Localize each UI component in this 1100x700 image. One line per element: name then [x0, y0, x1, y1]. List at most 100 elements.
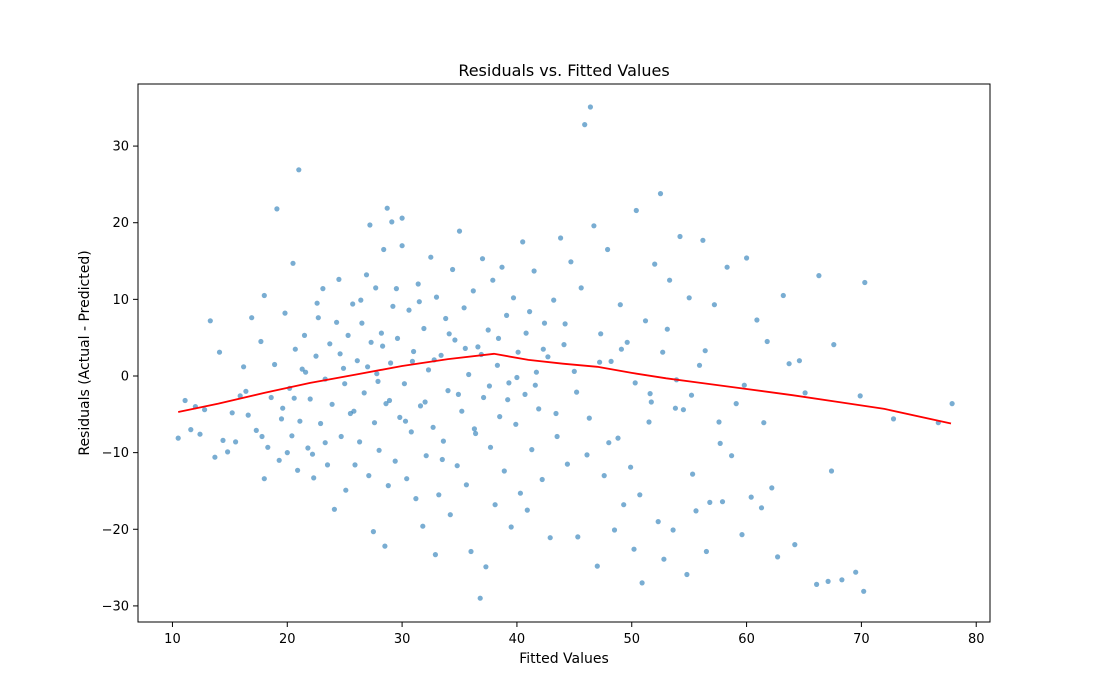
scatter-point: [532, 382, 538, 388]
scatter-point: [327, 341, 333, 347]
scatter-point: [450, 266, 456, 273]
y-tick-label: 0: [121, 369, 129, 384]
scatter-point: [383, 401, 389, 407]
scatter-point: [494, 362, 500, 368]
scatter-point: [320, 286, 326, 292]
scatter-point: [470, 288, 476, 294]
scatter-point: [404, 476, 410, 482]
scatter-point: [702, 348, 708, 354]
scatter-point: [857, 393, 863, 399]
scatter-point: [553, 410, 559, 417]
scatter-point: [438, 352, 444, 358]
scatter-point: [505, 397, 511, 403]
scatter-point: [463, 482, 469, 488]
scatter-point: [197, 431, 203, 437]
scatter-point: [445, 388, 451, 394]
scatter-point: [416, 299, 422, 305]
scatter-point: [501, 468, 507, 474]
scatter-point: [598, 331, 604, 337]
scatter-point: [949, 401, 955, 407]
scatter-point: [637, 492, 643, 498]
scatter-point: [672, 405, 679, 411]
x-tick-label: 30: [394, 632, 411, 647]
scatter-point: [291, 395, 297, 401]
scatter-point: [425, 367, 432, 373]
scatter-point: [796, 358, 803, 364]
scatter-point: [220, 437, 226, 443]
scatter-point: [517, 490, 524, 496]
scatter-point: [411, 348, 417, 355]
scatter-point: [729, 453, 735, 459]
scatter-point: [175, 435, 181, 441]
scatter-point: [202, 407, 208, 413]
scatter-point: [696, 362, 703, 368]
scatter-point: [390, 303, 396, 309]
scatter-point: [421, 325, 427, 332]
x-tick-label: 40: [509, 632, 526, 647]
trend-line: [178, 352, 952, 425]
scatter-point: [513, 421, 519, 427]
scatter-point: [439, 456, 445, 463]
scatter-point: [481, 394, 487, 401]
scatter-point: [571, 368, 577, 374]
scatter-point: [342, 381, 348, 387]
scatter-point: [739, 532, 745, 538]
x-axis-title: Fitted Values: [519, 651, 609, 667]
scatter-point: [245, 412, 251, 418]
y-tick-label: −10: [102, 446, 129, 461]
scatter-point: [272, 361, 278, 368]
scatter-point: [365, 364, 371, 370]
scatter-point: [296, 167, 302, 173]
scatter-point: [399, 243, 405, 249]
scatter-point: [664, 326, 670, 332]
scatter-point: [408, 429, 414, 435]
scatter-point: [402, 418, 409, 424]
x-tick-label: 80: [968, 632, 985, 647]
scatter-point: [606, 440, 612, 446]
scatter-point: [707, 499, 713, 505]
scatter-point: [440, 438, 446, 444]
scatter-point: [533, 369, 540, 375]
scatter-point: [508, 524, 514, 530]
scatter-point: [547, 535, 553, 541]
scatter-point: [621, 502, 627, 508]
scatter-point: [374, 371, 380, 377]
scatter-point: [397, 414, 403, 420]
y-tick-label: 20: [112, 216, 129, 231]
scatter-point: [733, 401, 739, 407]
scatter-point: [345, 332, 351, 338]
trend-line-group: [178, 352, 952, 425]
scatter-point: [436, 492, 442, 498]
scatter-point: [307, 396, 313, 402]
scatter-point: [361, 390, 367, 396]
scatter-point: [780, 292, 786, 299]
scatter-point: [816, 273, 822, 279]
scatter-point: [447, 512, 453, 518]
scatter-point: [825, 578, 831, 585]
scatter-point: [862, 279, 868, 286]
scatter-point: [309, 451, 316, 457]
scatter-point: [378, 330, 384, 336]
scatter-point: [717, 440, 723, 446]
scatter-point: [632, 380, 638, 386]
scatter-point: [399, 215, 405, 221]
scatter-point: [504, 312, 510, 318]
scatter-point: [315, 315, 321, 321]
y-tick-label: 10: [112, 293, 129, 308]
x-tick-label: 50: [623, 632, 640, 647]
scatter-point: [487, 444, 494, 450]
scatter-point: [680, 407, 687, 413]
scatter-point: [661, 556, 667, 562]
scatter-point: [367, 222, 373, 228]
scatter-point: [744, 255, 750, 261]
y-axis-title: Residuals (Actual - Predicted): [77, 250, 93, 455]
scatter-point: [618, 346, 625, 352]
scatter-point: [225, 449, 231, 455]
scatter-point: [562, 321, 568, 327]
scatter-point: [413, 496, 419, 502]
scatter-point: [409, 358, 415, 364]
scatter-point: [261, 476, 267, 482]
scatter-point: [188, 427, 194, 433]
scatter-point: [690, 471, 696, 477]
